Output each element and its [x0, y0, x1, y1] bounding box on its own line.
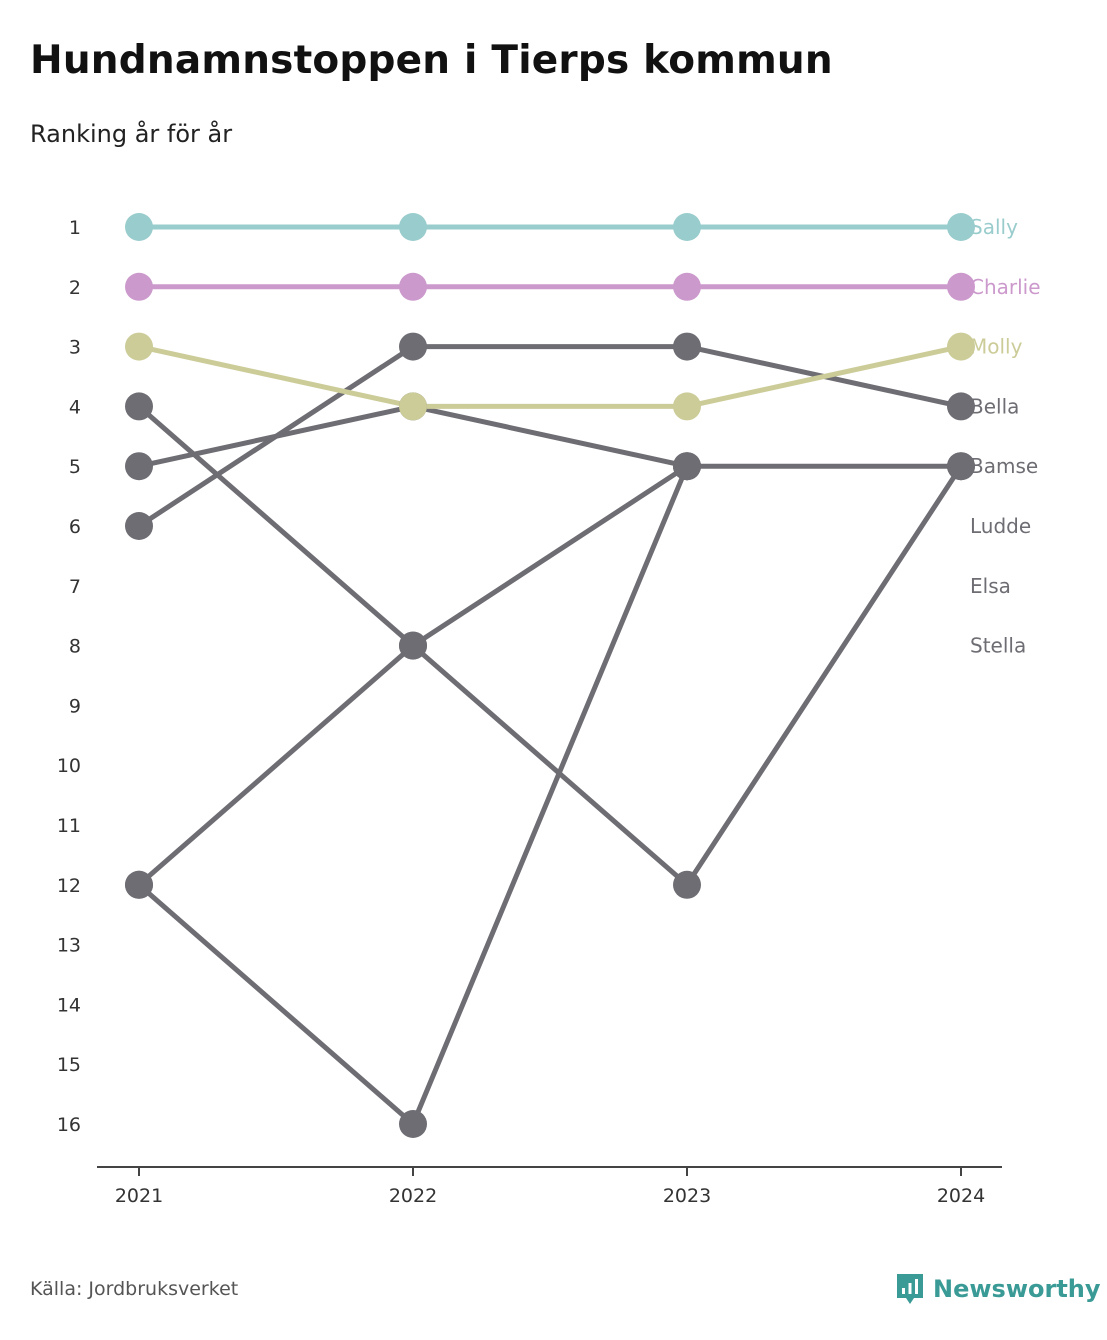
series-point-sally [947, 213, 975, 241]
series-point-sally [399, 213, 427, 241]
y-tick-label: 8 [69, 636, 81, 658]
series-line-bella [136, 403, 964, 469]
y-tick-label: 16 [57, 1114, 81, 1136]
y-tick-label: 3 [69, 337, 81, 359]
series-line-elsa [136, 463, 690, 888]
series-point-elsa [399, 631, 427, 660]
series-line-ludde [136, 403, 964, 888]
series-point-molly [947, 332, 975, 361]
series-point-ludde [947, 452, 975, 481]
chart-title: Hundnamnstoppen i Tierps kommun [30, 38, 833, 83]
brand: Newsworthy [895, 1272, 1101, 1306]
end-label-bamse: Bamse [970, 454, 1038, 478]
end-label-stella: Stella [970, 634, 1026, 658]
end-label-sally: Sally [970, 215, 1018, 239]
series-lines-other [136, 344, 964, 1127]
series-point-stella [399, 1110, 427, 1138]
y-tick-label: 6 [69, 516, 81, 538]
source-note: Källa: Jordbruksverket [30, 1278, 239, 1300]
end-label-bella: Bella [970, 394, 1019, 418]
series-point-charlie [399, 272, 427, 301]
x-axis-ticks: 2021 2022 2023 2024 [115, 1167, 985, 1207]
y-tick-label: 9 [69, 695, 81, 717]
series-line-stella [136, 463, 690, 1127]
series-point-molly [125, 332, 153, 361]
end-label-molly: Molly [970, 335, 1023, 359]
y-tick-label: 7 [69, 576, 81, 598]
x-tick-label: 2021 [115, 1185, 163, 1207]
y-tick-label: 10 [57, 755, 81, 777]
y-tick-label: 1 [69, 217, 81, 239]
series-point-bamse [125, 512, 153, 540]
chart-subtitle: Ranking år för år [30, 120, 233, 148]
series-end-labels: Sally Charlie Molly Bella Bamse Ludde Elsa Stel… [970, 215, 1041, 658]
y-tick-label: 14 [57, 994, 81, 1016]
series-line-molly [136, 344, 964, 409]
series-point-molly [399, 392, 427, 421]
x-tick-label: 2023 [663, 1185, 711, 1207]
y-tick-label: 4 [69, 396, 81, 418]
end-label-charlie: Charlie [970, 275, 1041, 299]
y-tick-label: 11 [57, 815, 81, 837]
y-tick-label: 13 [57, 935, 81, 957]
series-point-charlie [947, 272, 975, 301]
series-point-sally [673, 213, 701, 241]
x-tick-label: 2024 [937, 1185, 985, 1207]
series-point-bamse [673, 332, 701, 361]
brand-name: Newsworthy [933, 1275, 1101, 1303]
series-point-bamse [947, 392, 975, 421]
series-points [125, 213, 975, 1138]
end-label-ludde: Ludde [970, 514, 1031, 538]
series-lines-highlight [136, 224, 964, 409]
x-tick-label: 2022 [389, 1185, 437, 1207]
series-point-molly [673, 392, 701, 421]
series-point-ludde [125, 392, 153, 421]
end-label-elsa: Elsa [970, 574, 1011, 598]
y-tick-label: 2 [69, 277, 81, 299]
series-point-charlie [125, 272, 153, 301]
y-tick-label: 15 [57, 1054, 81, 1076]
series-point-sally [125, 213, 153, 241]
series-point-ludde [673, 870, 701, 899]
series-point-stella [125, 870, 153, 899]
series-point-bamse [399, 332, 427, 361]
series-point-charlie [673, 272, 701, 301]
newsworthy-logo-icon [897, 1274, 923, 1304]
y-tick-label: 5 [69, 456, 81, 478]
series-point-stella [673, 452, 701, 481]
y-tick-label: 12 [57, 875, 81, 897]
series-point-bella [125, 452, 153, 481]
